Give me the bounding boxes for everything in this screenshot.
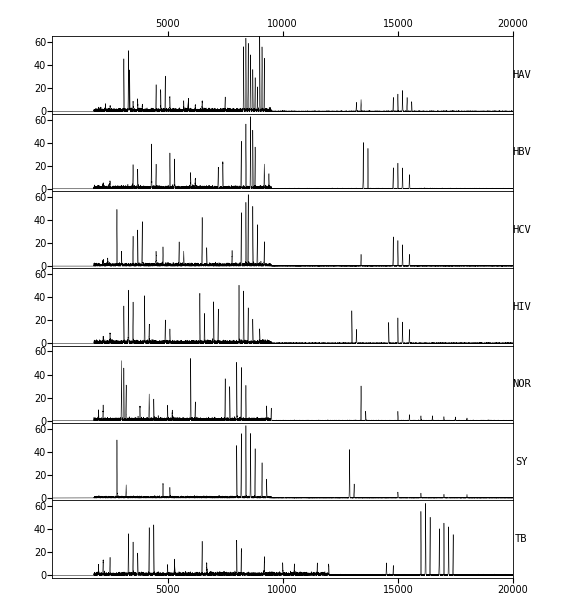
Y-axis label: HBV: HBV [512,147,531,157]
Y-axis label: TB: TB [515,534,528,544]
Y-axis label: HIV: HIV [512,302,531,312]
Y-axis label: SY: SY [515,457,528,467]
Y-axis label: NOR: NOR [512,379,531,389]
Y-axis label: HAV: HAV [512,70,531,80]
Y-axis label: HCV: HCV [512,225,531,235]
